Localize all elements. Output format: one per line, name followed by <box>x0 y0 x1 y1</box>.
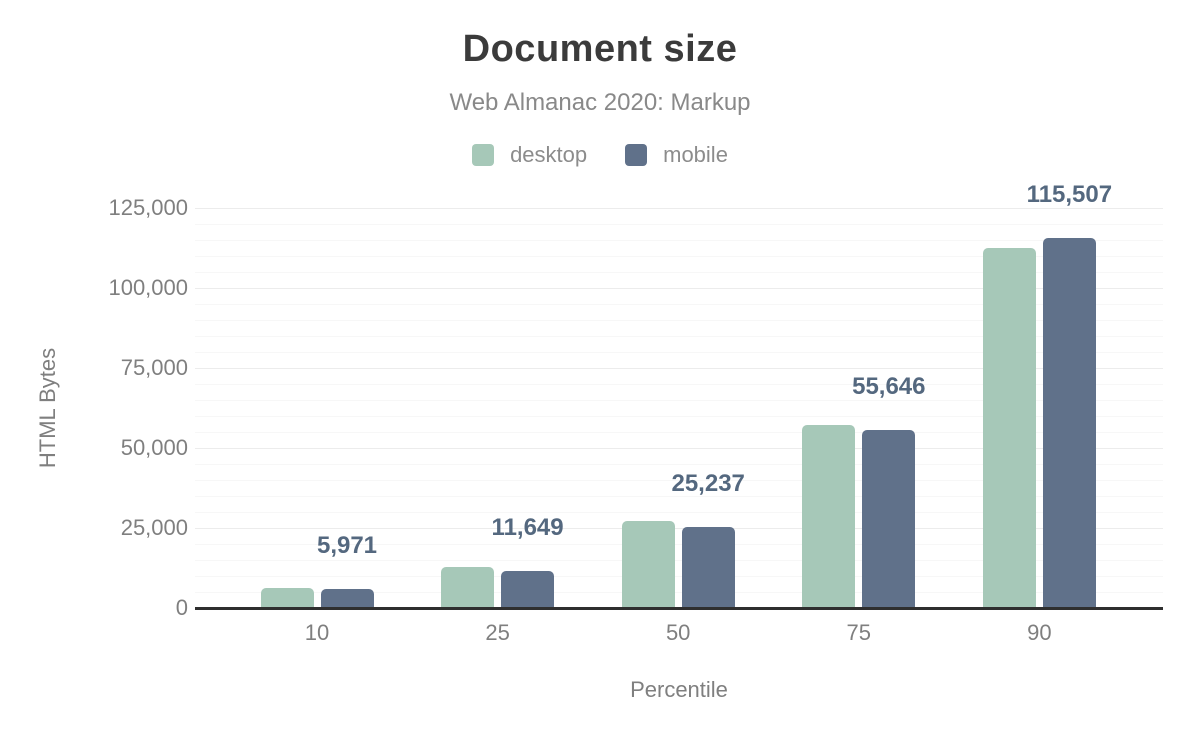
gridline <box>195 416 1163 417</box>
gridline <box>195 592 1163 593</box>
gridline <box>195 288 1163 289</box>
gridline <box>195 480 1163 481</box>
bar-mobile-p75 <box>862 429 916 608</box>
bar-desktop-p10 <box>260 587 314 608</box>
gridline <box>195 352 1163 353</box>
bar-desktop-p90 <box>982 248 1036 608</box>
x-tick-label: 75 <box>846 620 872 645</box>
gridline <box>195 256 1163 257</box>
data-label-mobile-p10: 5,971 <box>316 531 378 559</box>
y-axis-ticks: 0 25,000 50,000 75,000 100,000 125,000 <box>0 196 188 620</box>
y-tick-label: 25,000 <box>120 515 188 540</box>
x-axis-line <box>195 607 1163 610</box>
x-axis-ticks: 10 25 50 75 90 <box>195 620 1163 646</box>
x-tick-label: 90 <box>1027 620 1052 645</box>
bar-mobile-p50 <box>681 527 735 608</box>
x-tick-label: 25 <box>485 620 510 645</box>
y-tick-label: 75,000 <box>120 355 188 380</box>
data-label-mobile-p75: 55,646 <box>852 372 926 400</box>
legend-item-desktop: desktop <box>472 142 587 168</box>
y-tick-label: 100,000 <box>108 275 188 300</box>
data-label-mobile-p50: 25,237 <box>671 470 745 498</box>
gridline <box>195 496 1163 497</box>
gridline <box>195 224 1163 225</box>
y-tick-label: 50,000 <box>120 435 188 460</box>
gridline <box>195 560 1163 561</box>
bar-desktop-p50 <box>621 521 675 608</box>
gridline <box>195 272 1163 273</box>
gridline <box>195 544 1163 545</box>
gridline <box>195 576 1163 577</box>
gridline <box>195 512 1163 513</box>
gridline <box>195 528 1163 529</box>
gridline <box>195 240 1163 241</box>
gridline <box>195 208 1163 209</box>
mobile-swatch-icon <box>625 144 648 166</box>
y-tick-label: 0 <box>175 595 188 620</box>
gridline <box>195 384 1163 385</box>
gridline <box>195 400 1163 401</box>
gridline <box>195 336 1163 337</box>
gridline <box>195 368 1163 369</box>
x-tick-label: 10 <box>304 620 330 645</box>
x-tick-label: 50 <box>665 620 691 645</box>
legend-item-mobile: mobile <box>625 142 728 168</box>
desktop-swatch-icon <box>472 144 495 166</box>
bar-mobile-p90 <box>1042 238 1096 608</box>
plot-area: 5,971 11,649 25,237 55,646 115,507 <box>195 181 1163 610</box>
legend-label-desktop: desktop <box>510 142 588 167</box>
chart-subtitle: Web Almanac 2020: Markup <box>449 89 751 116</box>
legend: desktop mobile <box>0 142 1200 168</box>
gridline <box>195 464 1163 465</box>
x-axis-title: Percentile <box>630 677 728 702</box>
data-label-mobile-p25: 11,649 <box>491 513 564 541</box>
bar-desktop-p75 <box>802 424 856 608</box>
bar-mobile-p25 <box>501 570 555 608</box>
gridline <box>195 320 1163 321</box>
legend-label-mobile: mobile <box>663 142 728 167</box>
gridline <box>195 304 1163 305</box>
data-label-mobile-p90: 115,507 <box>1026 181 1113 209</box>
y-tick-label: 125,000 <box>108 195 188 220</box>
bar-mobile-p10 <box>320 588 374 608</box>
gridline <box>195 448 1163 449</box>
chart-title: Document size <box>462 28 738 70</box>
bar-desktop-p25 <box>441 566 495 608</box>
gridline <box>195 432 1163 433</box>
